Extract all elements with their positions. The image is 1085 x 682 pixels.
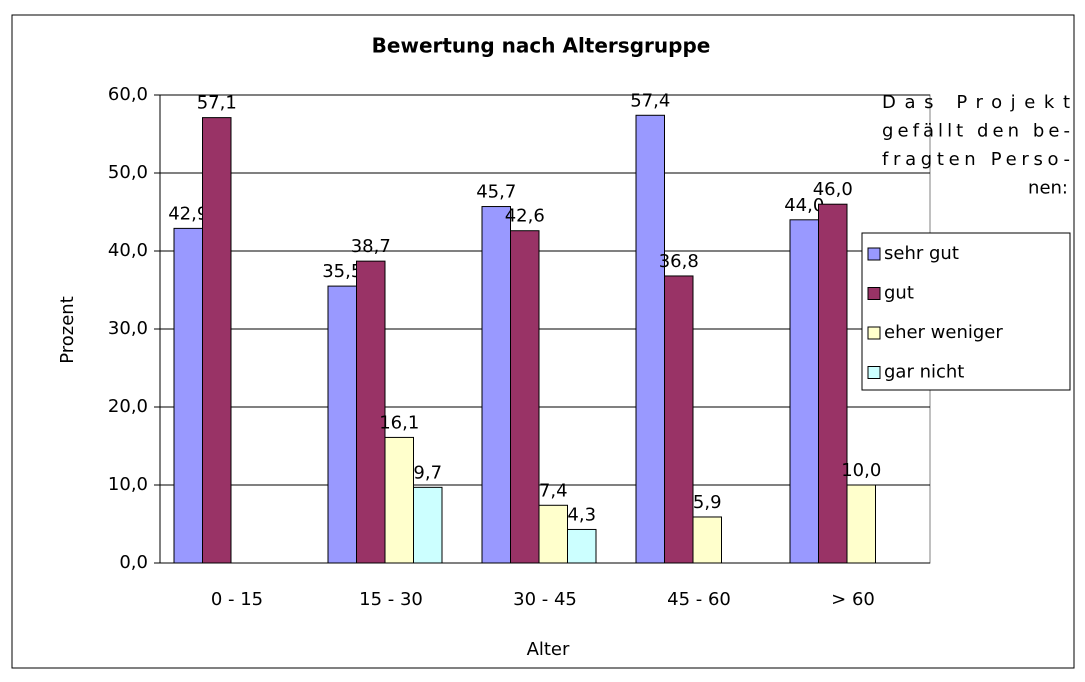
- value-label: 7,4: [539, 480, 568, 501]
- bar: [356, 260, 386, 564]
- y-axis-label: Prozent: [57, 296, 78, 364]
- value-label: 57,1: [197, 93, 237, 114]
- value-label: 44,0: [784, 195, 824, 216]
- bar: [413, 486, 443, 564]
- y-tick-label: 60,0: [108, 84, 148, 105]
- value-label: 42,6: [505, 206, 545, 227]
- bar: [538, 504, 568, 564]
- x-axis-label: Alter: [527, 639, 570, 660]
- legend-label: sehr gut: [884, 243, 959, 264]
- legend-swatch: [867, 366, 881, 379]
- bar: [846, 484, 876, 564]
- bar: [818, 203, 848, 564]
- bar: [327, 285, 357, 564]
- value-label: 16,1: [379, 412, 419, 433]
- legend-label: eher weniger: [884, 322, 1003, 343]
- y-tick-label: 0,0: [119, 552, 148, 573]
- bar: [789, 219, 819, 564]
- chart-title: Bewertung nach Altersgruppe: [372, 34, 711, 58]
- x-tick-label: > 60: [831, 589, 875, 610]
- legend-swatch: [867, 326, 881, 340]
- y-tick-label: 30,0: [108, 318, 148, 339]
- value-label: 57,4: [630, 90, 670, 111]
- legend-label: gut: [884, 283, 914, 304]
- legend-title: nen:: [1028, 178, 1068, 199]
- x-tick-label: 45 - 60: [667, 589, 731, 610]
- value-label: 46,0: [813, 179, 853, 200]
- bar: [567, 528, 597, 564]
- y-tick-label: 50,0: [108, 162, 148, 183]
- bar: [173, 227, 203, 564]
- legend-box: [861, 232, 1071, 391]
- value-label: 35,5: [322, 261, 362, 282]
- bar: [481, 206, 511, 564]
- x-tick-label: 0 - 15: [211, 589, 263, 610]
- y-tick-label: 20,0: [108, 396, 148, 417]
- bar: [664, 275, 694, 564]
- value-label: 9,7: [413, 462, 442, 483]
- bar: [510, 230, 540, 564]
- legend-swatch: [867, 247, 881, 261]
- value-label: 10,0: [841, 460, 881, 481]
- bar: [692, 516, 722, 564]
- x-tick-label: 30 - 45: [513, 589, 577, 610]
- bar: [635, 114, 665, 564]
- value-label: 38,7: [351, 236, 391, 257]
- value-label: 42,9: [168, 203, 208, 224]
- legend-label: gar nicht: [884, 362, 964, 383]
- legend-swatch: [867, 287, 881, 300]
- bar: [384, 436, 414, 564]
- value-label: 36,8: [659, 251, 699, 272]
- x-tick-label: 15 - 30: [359, 589, 423, 610]
- y-tick-label: 40,0: [108, 240, 148, 261]
- value-label: 45,7: [476, 182, 516, 203]
- bar: [202, 117, 232, 564]
- value-label: 5,9: [693, 492, 722, 513]
- value-label: 4,3: [567, 504, 596, 525]
- y-tick-label: 10,0: [108, 474, 148, 495]
